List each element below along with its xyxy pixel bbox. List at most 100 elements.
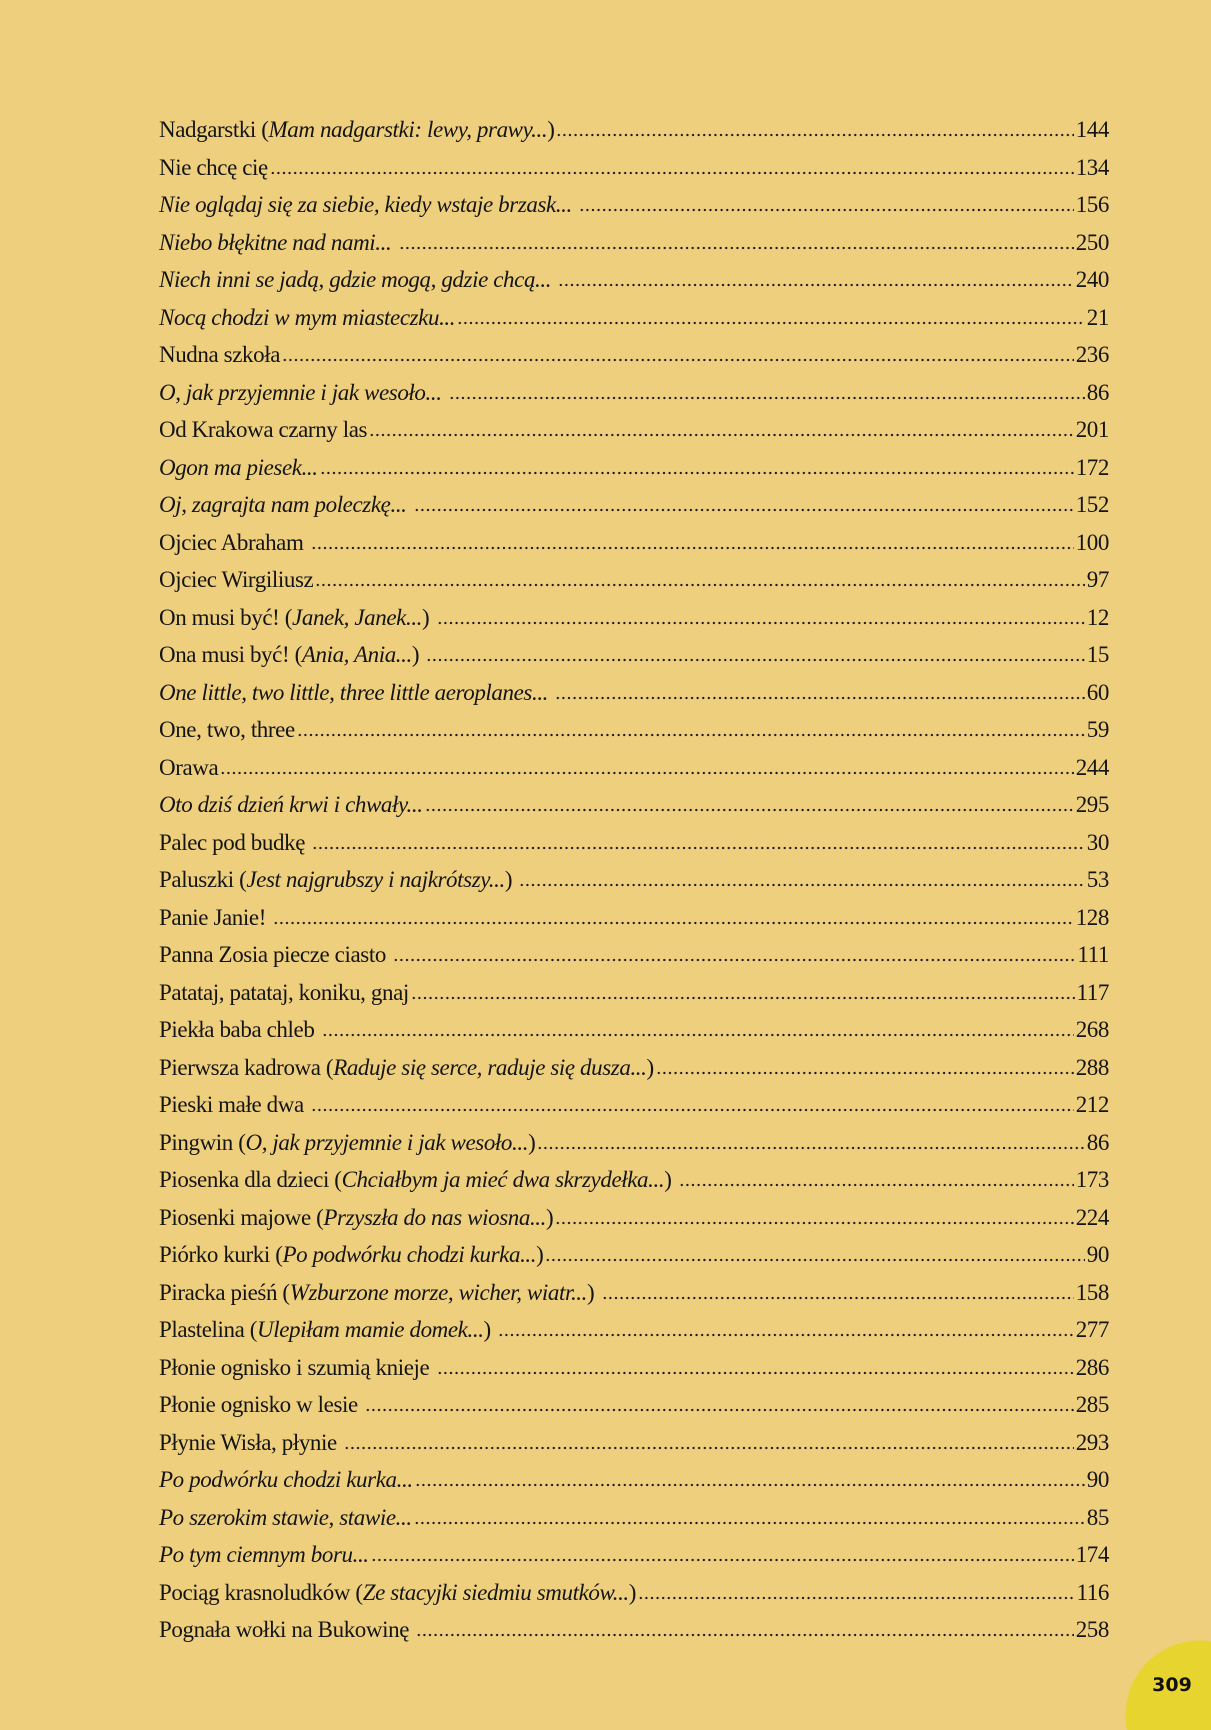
entry-page-number: 212 (1075, 1092, 1110, 1117)
entry-title: Piórko kurki (Po podwórku chodzi kurka..… (159, 1242, 544, 1268)
toc-entry: Płynie Wisła, płynie 293 (159, 1426, 1110, 1465)
dot-leader (273, 901, 1074, 925)
entry-page-number: 258 (1075, 1617, 1110, 1642)
dot-leader (558, 264, 1074, 287)
entry-title-text: Palec pod budkę (159, 829, 311, 855)
entry-title-italic: Po podwórku chodzi kurka... (282, 1242, 537, 1267)
entry-title-text: ) (628, 1579, 637, 1605)
entry-page-number: 86 (1086, 379, 1110, 405)
entry-title-italic: O, jak przyjemnie i jak wesoło... (245, 1129, 529, 1155)
entry-title-text: Pieski małe dwa (159, 1092, 310, 1117)
entry-page-number: 117 (1076, 979, 1110, 1005)
entry-title-italic: Nocą chodzi w mym miasteczku... (159, 304, 456, 330)
entry-title-text: Nie chcę cię (159, 154, 268, 180)
entry-page-number: 90 (1086, 1242, 1110, 1267)
entry-title: Ojciec Wirgiliusz (159, 567, 314, 593)
entry-title-text: Plastelina ( (159, 1317, 258, 1342)
entry-title-text: Panie Janie! (159, 904, 272, 930)
toc-entry: Patataj, patataj, koniku, gnaj 117 (159, 976, 1110, 1015)
table-of-contents: Nadgarstki (Mam nadgarstki: lewy, prawy.… (159, 114, 1109, 1652)
toc-entry: Piórko kurki (Po podwórku chodzi kurka..… (159, 1239, 1109, 1277)
entry-title-text (572, 192, 577, 217)
toc-entry: Po szerokim stawie, stawie... 85 (159, 1501, 1109, 1540)
entry-title: Niech inni se jadą, gdzie mogą, gdzie ch… (159, 267, 556, 293)
entry-page-number: 244 (1075, 754, 1110, 780)
dot-leader (310, 526, 1074, 550)
entry-title-text: Od Krakowa czarny las (159, 417, 368, 442)
entry-title-italic: Chciałbym ja mieć dwa skrzydełka... (341, 1167, 665, 1192)
toc-entry: One little, two little, three little aer… (159, 676, 1109, 715)
entry-title: Pognała wołki na Bukowinę (159, 1617, 414, 1643)
entry-title-text: Pierwsza kadrowa ( (159, 1054, 334, 1080)
toc-entry: Pociąg krasnoludków (Ze stacyjki siedmiu… (159, 1576, 1110, 1615)
entry-title-text: ) (528, 1129, 536, 1155)
toc-entry: Piosenka dla dzieci (Chciałbym ja mieć d… (159, 1164, 1109, 1202)
entry-title-text: ) (664, 1167, 677, 1192)
entry-page-number: 116 (1076, 1579, 1110, 1605)
toc-entry: Nadgarstki (Mam nadgarstki: lewy, prawy.… (159, 114, 1109, 152)
toc-entry: Oto dziś dzień krwi i chwały... 295 (159, 789, 1109, 827)
toc-entry: Nocą chodzi w mym miasteczku... 21 (159, 301, 1110, 340)
dot-leader (410, 976, 1075, 1000)
entry-page-number: 236 (1075, 342, 1110, 367)
toc-entry: Płonie ognisko i szumią knieje 286 (159, 1351, 1109, 1390)
entry-title: O, jak przyjemnie i jak wesoło... (159, 380, 447, 406)
entry-title: Ona musi być! (Ania, Ania...) (159, 642, 424, 668)
toc-entry: Po podwórku chodzi kurka... 90 (159, 1464, 1109, 1502)
entry-page-number: 15 (1086, 642, 1110, 667)
entry-page-number: 128 (1075, 904, 1110, 930)
toc-entry: Od Krakowa czarny las 201 (159, 414, 1109, 452)
entry-title-italic: Nie oglądaj się za siebie, kiedy wstaje … (159, 192, 572, 217)
entry-title-text: ) (546, 1204, 554, 1230)
entry-title-italic: Oj, zagrajta nam poleczkę... (159, 492, 407, 517)
entry-title-text: Patataj, patataj, koniku, gnaj (159, 979, 409, 1005)
toc-entry: On musi być! (Janek, Janek...) 12 (159, 601, 1109, 640)
dot-leader (537, 1126, 1085, 1150)
entry-title-text: Piosenki majowe ( (159, 1204, 324, 1230)
entry-title: Pingwin (O, jak przyjemnie i jak wesoło.… (159, 1129, 536, 1156)
dot-leader (556, 114, 1074, 137)
entry-title: Od Krakowa czarny las (159, 417, 367, 443)
entry-title-text: On musi być! ( (159, 604, 293, 630)
dot-leader (393, 939, 1076, 962)
dot-leader (269, 151, 1074, 175)
toc-entry: Paluszki (Jest najgrubszy i najkrótszy..… (159, 864, 1109, 902)
entry-title: Płynie Wisła, płynie (159, 1430, 342, 1456)
dot-leader (398, 226, 1074, 250)
entry-title: Nudna szkoła (159, 342, 280, 368)
entry-title-text: Płonie ognisko w lesie (159, 1392, 364, 1417)
entry-title: Nocą chodzi w mym miasteczku... (159, 304, 456, 331)
entry-title-text: Pociąg krasnoludków ( (159, 1579, 363, 1605)
entry-title-text: ) (547, 117, 555, 142)
entry-title-text: ) (422, 604, 435, 630)
dot-leader (448, 376, 1085, 400)
entry-title: Po szerokim stawie, stawie... (159, 1505, 412, 1531)
entry-title-text: Płynie Wisła, płynie (159, 1429, 343, 1455)
entry-page-number: 277 (1075, 1317, 1110, 1342)
entry-page-number: 100 (1075, 529, 1110, 555)
entry-title: Plastelina (Ulepiłam mamie domek...) (159, 1317, 496, 1343)
entry-title-text: Nudna szkoła (159, 342, 281, 367)
entry-title: Oj, zagrajta nam poleczkę... (159, 492, 412, 518)
entry-page-number: 21 (1086, 304, 1110, 330)
entry-title: Nie oglądaj się za siebie, kiedy wstaje … (159, 192, 577, 218)
entry-title-italic: Niech inni se jadą, gdzie mogą, gdzie ch… (159, 267, 552, 292)
entry-page-number: 268 (1075, 1017, 1110, 1042)
entry-title-text: Piekła baba chleb (159, 1017, 320, 1042)
toc-entry: Pognała wołki na Bukowinę 258 (159, 1614, 1109, 1652)
entry-page-number: 288 (1075, 1054, 1110, 1080)
page-number: 309 (1152, 1674, 1192, 1696)
entry-page-number: 293 (1075, 1429, 1110, 1455)
entry-title: Oto dziś dzień krwi i chwały... (159, 792, 423, 818)
dot-leader (220, 751, 1074, 775)
dot-leader (436, 1351, 1074, 1375)
entry-title: Piracka pieśń (Wzburzone morze, wicher, … (159, 1280, 600, 1306)
entry-title-italic: Ogon ma piesek... (159, 454, 318, 480)
entry-title: Nadgarstki (Mam nadgarstki: lewy, prawy.… (159, 117, 555, 143)
dot-leader (457, 301, 1085, 325)
entry-title-italic: Przyszła do nas wiosna... (323, 1204, 546, 1230)
page-number-badge (1120, 1630, 1211, 1730)
entry-title-text: Ojciec Wirgiliusz (159, 567, 314, 592)
entry-title-text: Piosenka dla dzieci ( (159, 1167, 342, 1192)
entry-title-italic: Janek, Janek... (292, 604, 423, 630)
